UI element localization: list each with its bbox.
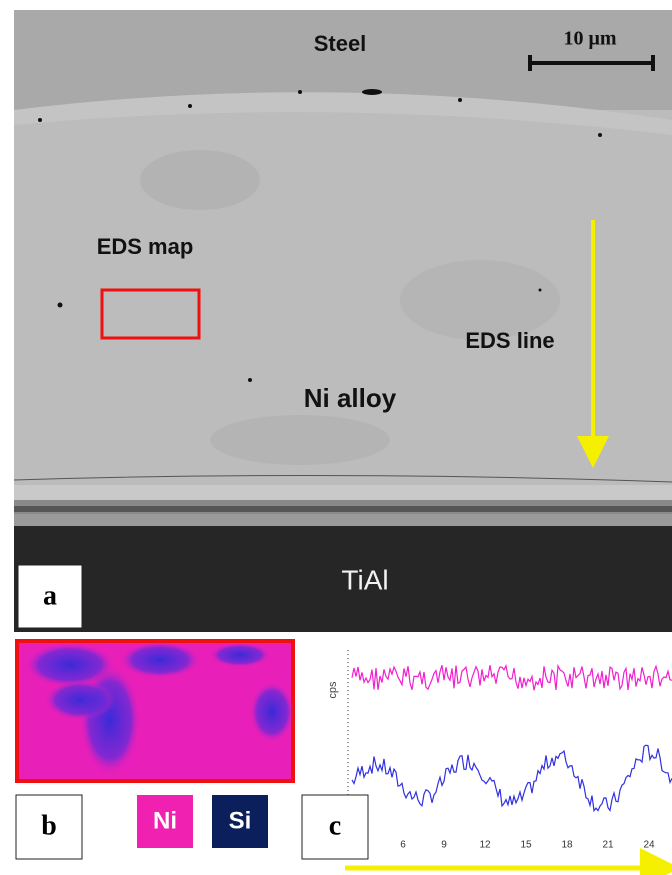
eds-line-label: EDS line (465, 328, 554, 353)
figure: Steel 10 μm EDS map EDS line Ni alloy Ti… (0, 0, 672, 875)
si-trace (352, 745, 672, 810)
x-tick-label: 9 (441, 840, 447, 851)
x-tick-label: 12 (479, 840, 491, 851)
panel-label: c (329, 810, 341, 841)
legend-label: Si (229, 807, 252, 834)
ni-trace (352, 665, 672, 690)
x-tick-label: 15 (520, 840, 532, 851)
panel-label: a (43, 580, 57, 611)
sem-image (14, 10, 672, 632)
eds-map-label: EDS map (97, 234, 194, 259)
x-tick-label: 24 (643, 840, 655, 851)
legend-label: Ni (153, 807, 177, 834)
x-tick-label: 18 (561, 840, 573, 851)
x-tick-label: 21 (602, 840, 614, 851)
steel-label: Steel (314, 31, 367, 56)
tial-label: TiAl (341, 564, 388, 595)
scale-label: 10 μm (564, 28, 617, 50)
eds-map (17, 641, 294, 781)
ni-alloy-label: Ni alloy (304, 383, 397, 413)
y-axis-label: cps (327, 681, 339, 699)
x-tick-label: 6 (400, 840, 406, 851)
panel-label: b (41, 810, 57, 841)
